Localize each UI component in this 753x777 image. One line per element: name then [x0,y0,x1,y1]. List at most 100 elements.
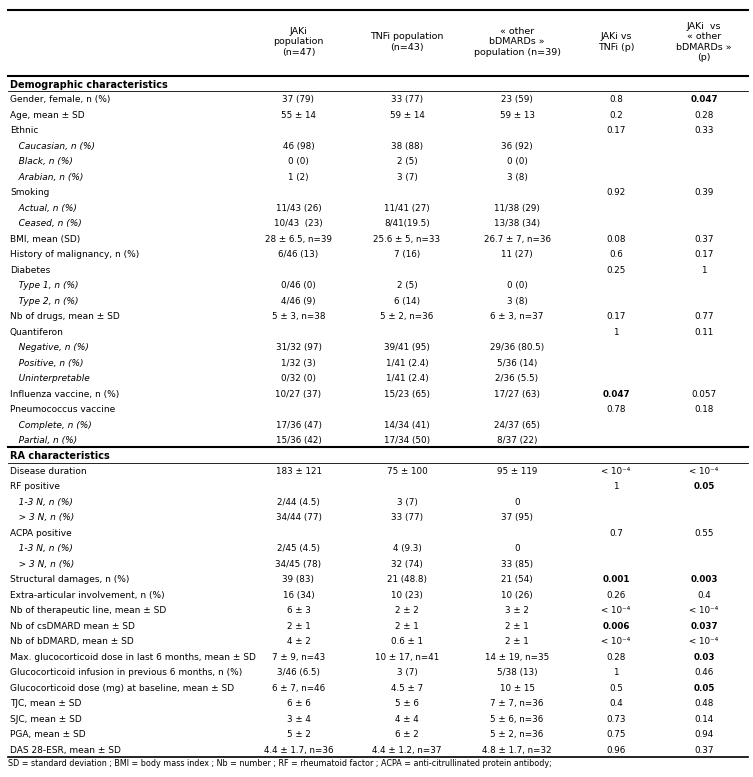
Text: 0.057: 0.057 [691,389,717,399]
Text: 1: 1 [613,328,619,336]
Text: 6/46 (13): 6/46 (13) [279,250,319,260]
Text: 6 ± 7, n=46: 6 ± 7, n=46 [272,684,325,692]
Text: 5 ± 2: 5 ± 2 [287,730,310,739]
Text: 33 (85): 33 (85) [501,559,533,569]
Text: JAKi
population
(n=47): JAKi population (n=47) [273,27,324,57]
Text: 7 ± 9, n=43: 7 ± 9, n=43 [272,653,325,662]
Text: PGA, mean ± SD: PGA, mean ± SD [10,730,86,739]
Text: 5/36 (14): 5/36 (14) [497,359,537,368]
Text: 32 (74): 32 (74) [391,559,423,569]
Text: Nb of bDMARD, mean ± SD: Nb of bDMARD, mean ± SD [10,637,134,646]
Text: 0.37: 0.37 [694,746,714,754]
Text: TNFi population
(n=43): TNFi population (n=43) [370,33,444,52]
Text: 17/34 (50): 17/34 (50) [384,436,430,445]
Text: RA characteristics: RA characteristics [10,451,110,461]
Text: Type 1, n (%): Type 1, n (%) [10,281,78,291]
Text: Quantiferon: Quantiferon [10,328,64,336]
Text: 5 ± 6: 5 ± 6 [395,699,419,708]
Text: Caucasian, n (%): Caucasian, n (%) [10,142,95,151]
Text: 11/38 (29): 11/38 (29) [494,204,540,213]
Text: Age, mean ± SD: Age, mean ± SD [10,111,84,120]
Text: 0.5: 0.5 [609,684,623,692]
Text: 0.6 ± 1: 0.6 ± 1 [391,637,423,646]
Text: 2 (5): 2 (5) [397,158,417,166]
Text: Partial, n (%): Partial, n (%) [10,436,77,445]
Text: 24/37 (65): 24/37 (65) [494,420,540,430]
Text: 10/43  (23): 10/43 (23) [274,219,323,228]
Text: 0.11: 0.11 [694,328,714,336]
Text: SD = standard deviation ; BMI = body mass index ; Nb = number ; RF = rheumatoid : SD = standard deviation ; BMI = body mas… [8,759,552,768]
Text: 5 ± 3, n=38: 5 ± 3, n=38 [272,312,325,321]
Text: < 10⁻⁴: < 10⁻⁴ [690,606,718,615]
Text: 4.4 ± 1.2, n=37: 4.4 ± 1.2, n=37 [372,746,442,754]
Text: 2/45 (4.5): 2/45 (4.5) [277,545,320,553]
Text: 183 ± 121: 183 ± 121 [276,467,322,476]
Text: 6 ± 3, n=37: 6 ± 3, n=37 [490,312,544,321]
Text: 4/46 (9): 4/46 (9) [281,297,316,305]
Text: 0 (0): 0 (0) [507,281,527,291]
Text: 11/43 (26): 11/43 (26) [276,204,322,213]
Text: 3 (7): 3 (7) [397,668,417,677]
Text: Arabian, n (%): Arabian, n (%) [10,172,84,182]
Text: 4 (9.3): 4 (9.3) [392,545,422,553]
Text: Ceased, n (%): Ceased, n (%) [10,219,82,228]
Text: 33 (77): 33 (77) [391,514,423,522]
Text: 6 ± 6: 6 ± 6 [287,699,310,708]
Text: 0.14: 0.14 [694,715,714,723]
Text: 1 (2): 1 (2) [288,172,309,182]
Text: JAKi vs
TNFi (p): JAKi vs TNFi (p) [598,33,634,52]
Text: 5 ± 2, n=36: 5 ± 2, n=36 [380,312,434,321]
Text: 17/27 (63): 17/27 (63) [494,389,540,399]
Text: 0.78: 0.78 [606,405,626,414]
Text: ACPA positive: ACPA positive [10,529,72,538]
Text: 0.48: 0.48 [694,699,714,708]
Text: Negative, n (%): Negative, n (%) [10,343,89,352]
Text: BMI, mean (SD): BMI, mean (SD) [10,235,81,244]
Text: 0.2: 0.2 [609,111,623,120]
Text: 0.26: 0.26 [606,591,626,600]
Text: 3/46 (6.5): 3/46 (6.5) [277,668,320,677]
Text: 13/38 (34): 13/38 (34) [494,219,540,228]
Text: 6 ± 3: 6 ± 3 [287,606,310,615]
Text: 0.4: 0.4 [697,591,711,600]
Text: 0: 0 [514,545,520,553]
Text: 0.003: 0.003 [691,575,718,584]
Text: 3 (8): 3 (8) [507,172,527,182]
Text: 7 (16): 7 (16) [394,250,420,260]
Text: Glucocorticoid infusion in previous 6 months, n (%): Glucocorticoid infusion in previous 6 mo… [10,668,242,677]
Text: Nb of csDMARD mean ± SD: Nb of csDMARD mean ± SD [10,622,135,631]
Text: 5 ± 6, n=36: 5 ± 6, n=36 [490,715,544,723]
Text: 0.05: 0.05 [694,483,715,491]
Text: 31/32 (97): 31/32 (97) [276,343,322,352]
Text: 10/27 (37): 10/27 (37) [276,389,322,399]
Text: Nb of drugs, mean ± SD: Nb of drugs, mean ± SD [10,312,120,321]
Text: 3 (8): 3 (8) [507,297,527,305]
Text: TJC, mean ± SD: TJC, mean ± SD [10,699,81,708]
Text: 55 ± 14: 55 ± 14 [281,111,316,120]
Text: 59 ± 14: 59 ± 14 [389,111,425,120]
Text: 0.037: 0.037 [691,622,718,631]
Text: 0.006: 0.006 [602,622,630,631]
Text: < 10⁻⁴: < 10⁻⁴ [602,467,630,476]
Text: Ethnic: Ethnic [10,127,38,135]
Text: 10 (26): 10 (26) [501,591,533,600]
Text: 1/32 (3): 1/32 (3) [281,359,316,368]
Text: < 10⁻⁴: < 10⁻⁴ [690,467,718,476]
Text: 10 ± 17, n=41: 10 ± 17, n=41 [375,653,439,662]
Text: 1: 1 [613,483,619,491]
Text: 5 ± 2, n=36: 5 ± 2, n=36 [490,730,544,739]
Text: 7 ± 7, n=36: 7 ± 7, n=36 [490,699,544,708]
Text: 2 ± 2: 2 ± 2 [395,606,419,615]
Text: 0.08: 0.08 [606,235,626,244]
Text: Demographic characteristics: Demographic characteristics [10,79,168,89]
Text: 34/44 (77): 34/44 (77) [276,514,322,522]
Text: 0.39: 0.39 [694,188,714,197]
Text: 0.001: 0.001 [602,575,630,584]
Text: 14 ± 19, n=35: 14 ± 19, n=35 [485,653,549,662]
Text: 3 (7): 3 (7) [397,498,417,507]
Text: 1/41 (2.4): 1/41 (2.4) [386,359,428,368]
Text: 2 ± 1: 2 ± 1 [395,622,419,631]
Text: Positive, n (%): Positive, n (%) [10,359,84,368]
Text: 0 (0): 0 (0) [288,158,309,166]
Text: 16 (34): 16 (34) [282,591,314,600]
